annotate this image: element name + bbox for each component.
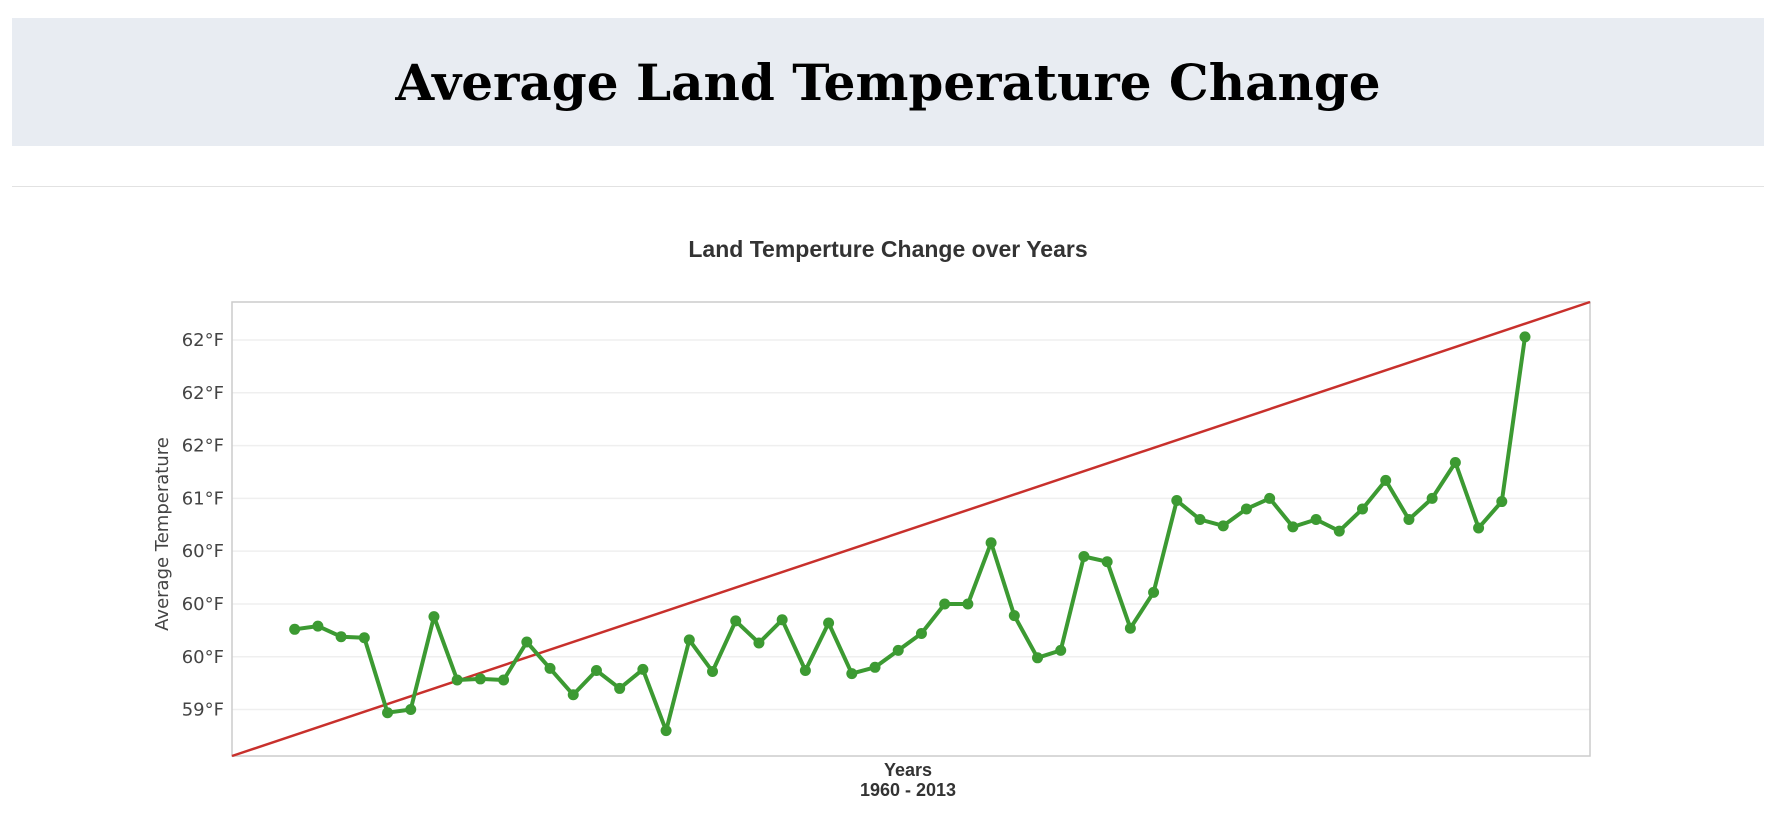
data-point: [451, 674, 463, 686]
data-point: [1496, 496, 1508, 508]
data-point: [289, 623, 301, 635]
data-point: [521, 636, 533, 648]
data-point: [1148, 586, 1160, 598]
data-point: [1032, 652, 1044, 664]
header-banner: Average Land Temperature Change: [12, 18, 1764, 146]
data-point: [1380, 474, 1392, 486]
data-point: [730, 615, 742, 627]
grid: [232, 339, 1590, 711]
data-point: [474, 673, 486, 685]
data-point: [1055, 644, 1067, 656]
data-point: [428, 611, 440, 623]
data-point: [939, 598, 951, 610]
y-tick-label: 61°F: [182, 488, 224, 509]
data-point: [1426, 492, 1438, 504]
data-point: [1240, 503, 1252, 515]
data-point: [1171, 494, 1183, 506]
data-point: [985, 537, 997, 549]
trend-line: [231, 300, 1591, 758]
y-tick-label: 60°F: [182, 647, 224, 668]
data-point: [1101, 556, 1113, 568]
data-point: [358, 632, 370, 644]
y-tick-label: 62°F: [182, 383, 224, 404]
y-tick-label: 60°F: [182, 594, 224, 615]
data-point: [915, 628, 927, 640]
y-axis-label: Average Temperature: [152, 437, 173, 631]
data-point: [1078, 550, 1090, 562]
y-tick-label: 62°F: [182, 330, 224, 351]
data-point: [637, 663, 649, 675]
data-point: [1473, 522, 1485, 534]
data-point: [1449, 456, 1461, 468]
data-point: [1124, 622, 1136, 634]
data-point: [1217, 520, 1229, 532]
data-point: [776, 614, 788, 626]
y-tick-label: 60°F: [182, 541, 224, 562]
chart-title: Land Temperture Change over Years: [688, 236, 1087, 262]
data-point: [1264, 492, 1276, 504]
data-point: [1194, 513, 1206, 525]
data-point: [823, 617, 835, 629]
data-point: [312, 620, 324, 632]
y-tick-label: 62°F: [182, 436, 224, 457]
divider: [12, 186, 1764, 187]
data-point: [1357, 503, 1369, 515]
data-point: [962, 598, 974, 610]
data-point: [660, 725, 672, 737]
data-point: [892, 644, 904, 656]
data-point: [869, 661, 881, 673]
data-point: [498, 674, 510, 686]
data-point: [753, 637, 765, 649]
data-point: [846, 668, 858, 680]
data-point: [1519, 331, 1531, 343]
page-title: Average Land Temperature Change: [395, 52, 1381, 112]
data-point: [335, 631, 347, 643]
data-point: [590, 664, 602, 676]
y-tick-label: 59°F: [182, 700, 224, 721]
series-layer: [231, 300, 1591, 758]
data-point: [1008, 610, 1020, 622]
data-point: [1287, 521, 1299, 533]
y-tick-labels: 59°F 60°F 60°F 60°F 61°F 62°F 62°F 62°F: [182, 330, 224, 721]
x-axis-range-label: 1960 - 2013: [860, 780, 956, 800]
data-point: [567, 689, 579, 701]
data-point: [1333, 525, 1345, 537]
data-point: [382, 707, 394, 719]
data-point: [799, 664, 811, 676]
data-point: [707, 666, 719, 678]
plot-frame: [231, 301, 1591, 757]
data-point: [1403, 513, 1415, 525]
data-point: [614, 682, 626, 694]
data-point: [544, 662, 556, 674]
x-axis-label: Years: [884, 760, 932, 780]
data-point: [405, 704, 417, 716]
data-point: [683, 634, 695, 646]
data-point: [1310, 513, 1322, 525]
